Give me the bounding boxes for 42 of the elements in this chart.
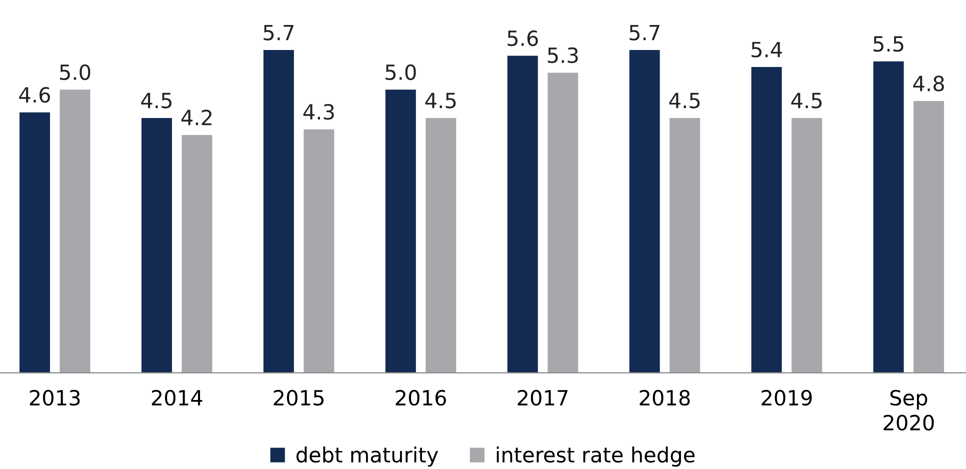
bar (60, 90, 90, 373)
legend-label: debt maturity (296, 446, 438, 467)
data-label: 5.5 (874, 36, 904, 52)
data-label: 5.0 (386, 64, 416, 80)
x-tick-label: 2015 (274, 390, 324, 406)
data-label: 4.5 (791, 92, 822, 108)
bar (670, 118, 700, 373)
data-label: 4.5 (425, 92, 456, 108)
data-label: 5.3 (548, 47, 578, 64)
data-label: 4.8 (913, 76, 944, 92)
x-tick-label: Sep 2020 (884, 390, 934, 431)
x-tick-label: 2013 (30, 390, 80, 406)
bar (873, 61, 904, 373)
bar (751, 67, 782, 373)
bar (914, 101, 944, 373)
bar (385, 90, 416, 373)
bar (548, 72, 578, 373)
data-label: 4.5 (669, 92, 700, 108)
data-label: 5.7 (630, 24, 660, 40)
x-tick-label: 2016 (396, 390, 446, 406)
bar (182, 134, 212, 373)
bar (20, 112, 50, 373)
data-label: 5.4 (752, 42, 782, 58)
data-label: 4.6 (19, 86, 50, 103)
data-label: 4.5 (141, 92, 172, 108)
bar (141, 118, 172, 373)
data-label: 5.7 (264, 24, 294, 40)
x-tick-label: 2014 (152, 390, 202, 406)
bar (304, 129, 334, 373)
data-label: 4.2 (181, 110, 212, 126)
bar (426, 118, 456, 373)
x-tick-label: 2018 (640, 390, 690, 406)
bar (629, 50, 660, 373)
bar (507, 56, 538, 373)
x-tick-label: 2019 (762, 390, 812, 406)
data-label: 5.6 (508, 30, 538, 46)
bar (263, 50, 294, 373)
x-tick-label: 2017 (518, 390, 568, 406)
bar (792, 118, 822, 373)
data-label: 5.0 (60, 64, 90, 80)
data-label: 4.3 (303, 104, 334, 120)
legend-label: interest rate hedge (496, 446, 695, 467)
